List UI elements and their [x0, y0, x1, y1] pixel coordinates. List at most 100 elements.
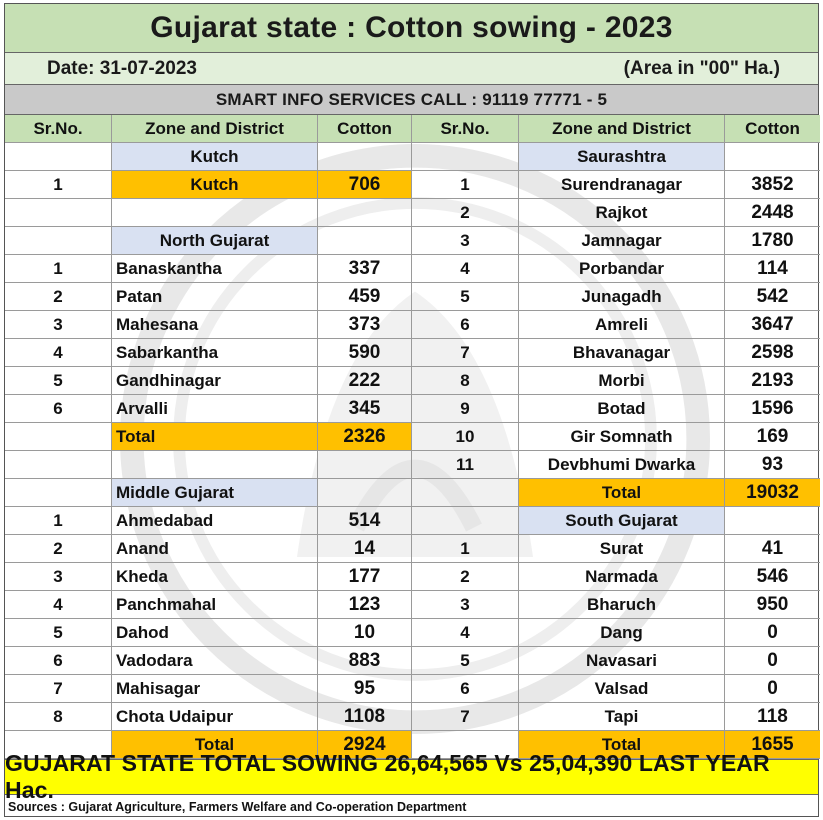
area-unit-note: (Area in "00" Ha.) [623, 57, 780, 79]
table-row-sr: 6 [412, 675, 519, 703]
empty-cell [318, 227, 412, 255]
district-name: Kheda [112, 563, 318, 591]
district-name: Surat [519, 535, 725, 563]
zone-label-saurashtra: Saurashtra [519, 143, 725, 171]
district-name: Rajkot [519, 199, 725, 227]
district-name: Sabarkantha [112, 339, 318, 367]
cotton-value: 514 [318, 507, 412, 535]
info-band: SMART INFO SERVICES CALL : 91119 77771 -… [5, 85, 818, 115]
district-name: Bhavanagar [519, 339, 725, 367]
district-name: Jamnagar [519, 227, 725, 255]
district-name: Gandhinagar [112, 367, 318, 395]
table-row-sr: 10 [412, 423, 519, 451]
zone-total-value: 19032 [725, 479, 820, 507]
cotton-value: 1108 [318, 703, 412, 731]
cotton-value: 93 [725, 451, 820, 479]
table-row-sr: 1 [412, 171, 519, 199]
table-row-sr: 7 [412, 339, 519, 367]
district-name: Ahmedabad [112, 507, 318, 535]
cotton-value: 1780 [725, 227, 820, 255]
cotton-value: 2598 [725, 339, 820, 367]
cotton-sowing-sheet: Gujarat state : Cotton sowing - 2023 Dat… [4, 3, 820, 817]
cotton-value: 118 [725, 703, 820, 731]
district-name: Navasari [519, 647, 725, 675]
header-cotton-right: Cotton [725, 115, 820, 143]
table-row-sr: 8 [5, 703, 112, 731]
district-name: Gir Somnath [519, 423, 725, 451]
table-row-sr: 11 [412, 451, 519, 479]
state-total-line: GUJARAT STATE TOTAL SOWING 26,64,565 Vs … [5, 750, 770, 803]
date-band: Date: 31-07-2023 (Area in "00" Ha.) [5, 53, 818, 85]
empty-cell [318, 451, 412, 479]
table-row-sr: 3 [412, 227, 519, 255]
empty-cell [5, 227, 112, 255]
empty-cell [5, 451, 112, 479]
cotton-value: 546 [725, 563, 820, 591]
district-name: Surendranagar [519, 171, 725, 199]
table-row-sr: 2 [5, 283, 112, 311]
empty-cell [5, 423, 112, 451]
table-row-sr: 1 [5, 171, 112, 199]
district-name: Dahod [112, 619, 318, 647]
table-row-sr: 7 [5, 675, 112, 703]
empty-cell [5, 143, 112, 171]
table-row-sr: 3 [412, 591, 519, 619]
report-date: Date: 31-07-2023 [47, 57, 197, 79]
zone-label-kutch: Kutch [112, 143, 318, 171]
district-name: Anand [112, 535, 318, 563]
table-row-sr: 4 [412, 255, 519, 283]
cotton-value: 14 [318, 535, 412, 563]
district-name: Devbhumi Dwarka [519, 451, 725, 479]
district-name: Chota Udaipur [112, 703, 318, 731]
zone-label-south-gujarat: South Gujarat [519, 507, 725, 535]
cotton-value: 0 [725, 619, 820, 647]
district-name: Mahisagar [112, 675, 318, 703]
district-name: Dang [519, 619, 725, 647]
header-cotton-left: Cotton [318, 115, 412, 143]
header-zone-district-right: Zone and District [519, 115, 725, 143]
district-name: Vadodara [112, 647, 318, 675]
title-band: Gujarat state : Cotton sowing - 2023 [5, 4, 818, 53]
zone-label-north-gujarat: North Gujarat [112, 227, 318, 255]
table-row-sr: 6 [5, 395, 112, 423]
table-row-sr: 2 [412, 199, 519, 227]
cotton-value: 542 [725, 283, 820, 311]
table-row-sr: 2 [412, 563, 519, 591]
empty-cell [412, 507, 519, 535]
table-row-sr: 2 [5, 535, 112, 563]
district-name: Kutch [112, 171, 318, 199]
table-row-sr: 4 [5, 591, 112, 619]
district-name: Morbi [519, 367, 725, 395]
page-title: Gujarat state : Cotton sowing - 2023 [150, 11, 673, 44]
table-row-sr: 5 [5, 619, 112, 647]
table-row-sr: 4 [5, 339, 112, 367]
cotton-value: 3852 [725, 171, 820, 199]
table-row-sr: 3 [5, 563, 112, 591]
district-name: Mahesana [112, 311, 318, 339]
table-row-sr: 6 [5, 647, 112, 675]
cotton-value: 1596 [725, 395, 820, 423]
district-name: Botad [519, 395, 725, 423]
cotton-value: 345 [318, 395, 412, 423]
cotton-value: 0 [725, 675, 820, 703]
district-name: Narmada [519, 563, 725, 591]
table-row-sr: 9 [412, 395, 519, 423]
zone-total-label: Total [112, 423, 318, 451]
zone-total-label: Total [519, 479, 725, 507]
empty-cell [318, 199, 412, 227]
cotton-value: 2448 [725, 199, 820, 227]
cotton-value: 2193 [725, 367, 820, 395]
district-name: Junagadh [519, 283, 725, 311]
zone-total-value: 2326 [318, 423, 412, 451]
table-row-sr: 5 [412, 647, 519, 675]
district-name: Tapi [519, 703, 725, 731]
cotton-value: 706 [318, 171, 412, 199]
table-row-sr: 1 [5, 255, 112, 283]
district-name: Panchmahal [112, 591, 318, 619]
empty-cell [5, 731, 112, 759]
cotton-value: 41 [725, 535, 820, 563]
cotton-value: 123 [318, 591, 412, 619]
header-zone-district-left: Zone and District [112, 115, 318, 143]
cotton-value: 883 [318, 647, 412, 675]
cotton-value: 222 [318, 367, 412, 395]
